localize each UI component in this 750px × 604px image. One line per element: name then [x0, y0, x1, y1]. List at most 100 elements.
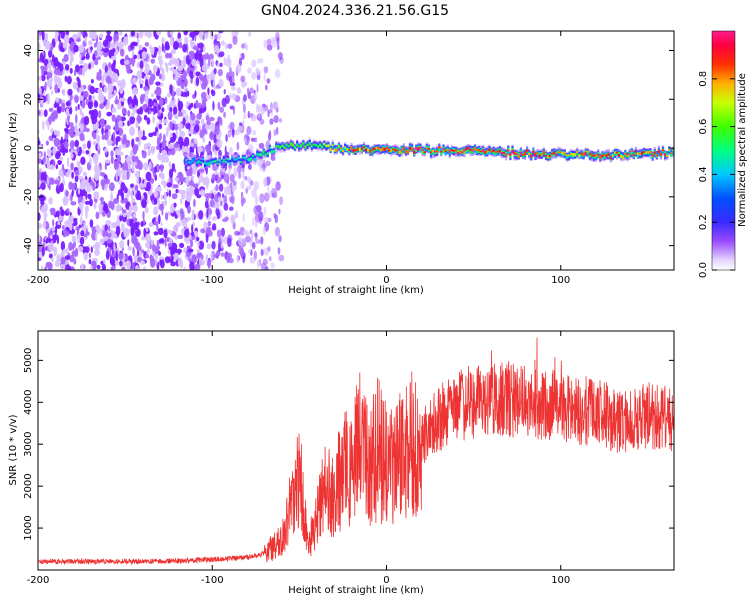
noise-speckle	[81, 100, 86, 109]
noise-speckle	[146, 142, 152, 148]
noise-speckle	[173, 40, 179, 50]
noise-speckle	[278, 254, 285, 262]
noise-speckle	[178, 122, 182, 133]
noise-speckle	[66, 75, 72, 85]
noise-speckle	[217, 101, 221, 110]
noise-speckle	[197, 53, 204, 62]
noise-speckle	[185, 114, 189, 124]
noise-speckle	[241, 197, 246, 204]
x-tick-label: 0	[383, 575, 389, 586]
noise-speckle	[121, 266, 126, 270]
noise-speckle	[97, 143, 100, 151]
noise-speckle	[74, 169, 79, 176]
noise-speckle	[255, 238, 259, 243]
noise-speckle	[105, 75, 112, 84]
noise-speckle	[105, 250, 110, 260]
noise-speckle	[259, 118, 265, 125]
noise-speckle	[252, 114, 257, 119]
ridge-cell	[277, 145, 280, 148]
noise-speckle	[69, 140, 75, 149]
noise-speckle	[164, 256, 171, 264]
noise-speckle	[129, 126, 136, 136]
ridge-cell	[492, 149, 495, 152]
noise-speckle	[196, 248, 201, 254]
ridge-cell	[511, 149, 514, 154]
noise-speckle	[54, 83, 59, 94]
noise-speckle	[99, 82, 103, 89]
noise-speckle	[144, 192, 147, 198]
noise-speckle	[184, 78, 188, 88]
noise-speckle	[75, 226, 80, 231]
noise-speckle	[132, 31, 135, 36]
ridge-cell	[561, 151, 564, 155]
noise-speckle	[120, 182, 126, 192]
ridge-cell	[429, 151, 433, 154]
noise-speckle	[170, 49, 177, 54]
noise-speckle	[160, 154, 166, 163]
noise-speckle	[220, 167, 226, 173]
noise-speckle	[251, 59, 257, 68]
ridge-cell	[193, 157, 196, 160]
noise-speckle	[240, 180, 245, 190]
noise-speckle	[69, 51, 74, 58]
noise-speckle	[217, 62, 220, 68]
noise-speckle	[130, 227, 134, 235]
noise-speckle	[51, 257, 54, 263]
noise-speckle	[52, 219, 55, 227]
noise-speckle	[217, 32, 221, 40]
ridge-cell	[513, 152, 516, 155]
noise-speckle	[38, 170, 42, 181]
colorbar: 0.0 0.2 0.4 0.6 0.8 Normalized spectral ampl…	[698, 30, 748, 278]
noise-speckle	[223, 236, 228, 245]
noise-speckle	[265, 84, 268, 91]
noise-speckle	[46, 72, 53, 79]
noise-speckle	[78, 44, 85, 53]
ridge-cell	[254, 157, 257, 162]
noise-speckle	[148, 161, 152, 170]
noise-speckle	[62, 195, 69, 206]
ridge-cell	[603, 154, 606, 157]
colorbar-ticks: 0.0 0.2 0.4 0.6 0.8	[698, 71, 735, 278]
noise-speckle	[127, 162, 131, 170]
noise-speckle	[181, 191, 186, 200]
noise-speckle	[152, 115, 156, 124]
noise-speckle	[189, 124, 195, 132]
noise-speckle	[46, 79, 53, 88]
noise-speckle	[161, 149, 167, 156]
noise-speckle	[62, 42, 68, 49]
ridge-cell	[565, 154, 568, 157]
noise-speckle	[133, 204, 138, 213]
noise-speckle	[243, 94, 247, 102]
x-tick-label: -200	[27, 575, 50, 586]
noise-speckle	[223, 194, 228, 205]
noise-speckle	[157, 55, 163, 62]
noise-speckle	[255, 195, 259, 206]
noise-speckle	[145, 227, 149, 232]
noise-speckle	[104, 119, 107, 125]
noise-speckle	[110, 201, 115, 211]
ridge-cell	[279, 146, 282, 149]
noise-speckle	[163, 229, 168, 239]
noise-speckle	[114, 40, 120, 47]
noise-speckle	[136, 245, 142, 252]
ridge-cell	[615, 151, 619, 154]
ridge-cell	[406, 150, 410, 154]
noise-speckle	[256, 83, 259, 93]
ridge-cell	[245, 158, 248, 161]
noise-speckle	[195, 120, 200, 125]
noise-speckle	[77, 187, 81, 195]
noise-speckle	[267, 110, 270, 118]
noise-speckle	[253, 91, 257, 102]
ridge-cell	[197, 160, 200, 164]
noise-speckle	[122, 162, 128, 171]
noise-speckle	[219, 106, 224, 113]
noise-speckle	[88, 40, 93, 46]
noise-speckle	[197, 240, 200, 248]
noise-speckle	[99, 119, 106, 128]
noise-speckle	[202, 34, 205, 41]
noise-speckle	[44, 32, 49, 41]
noise-speckle	[111, 114, 116, 122]
noise-speckle	[144, 68, 149, 75]
noise-speckle	[60, 209, 65, 217]
noise-speckle	[225, 58, 232, 68]
